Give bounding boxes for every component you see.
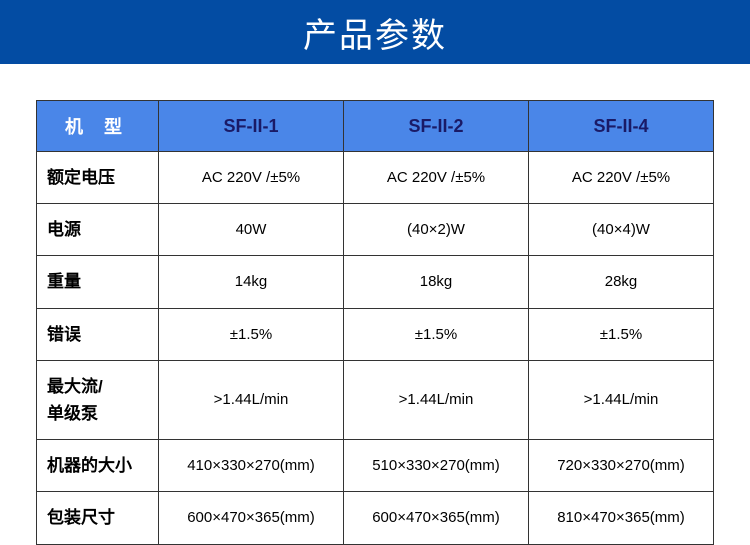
table-row: 包装尺寸 600×470×365(mm) 600×470×365(mm) 810… [37,492,714,544]
table-row: 额定电压 AC 220V /±5% AC 220V /±5% AC 220V /… [37,152,714,204]
row-label: 电源 [37,204,159,256]
row-value: (40×2)W [344,204,529,256]
row-value: 28kg [529,256,714,308]
row-value: ±1.5% [344,308,529,360]
table-header-row: 机 型 SF-II-1 SF-II-2 SF-II-4 [37,101,714,152]
row-label: 错误 [37,308,159,360]
row-value: 510×330×270(mm) [344,440,529,492]
table-row: 错误 ±1.5% ±1.5% ±1.5% [37,308,714,360]
spec-table: 机 型 SF-II-1 SF-II-2 SF-II-4 额定电压 AC 220V… [36,100,714,545]
row-value: 410×330×270(mm) [159,440,344,492]
row-label: 额定电压 [37,152,159,204]
row-value: 720×330×270(mm) [529,440,714,492]
table-body: 额定电压 AC 220V /±5% AC 220V /±5% AC 220V /… [37,152,714,545]
row-value: ±1.5% [529,308,714,360]
row-value: 40W [159,204,344,256]
table-row: 重量 14kg 18kg 28kg [37,256,714,308]
header-col-2: SF-II-2 [344,101,529,152]
row-value: 600×470×365(mm) [344,492,529,544]
row-value: >1.44L/min [529,360,714,439]
row-value: 18kg [344,256,529,308]
row-label: 重量 [37,256,159,308]
row-value: AC 220V /±5% [159,152,344,204]
table-container: 机 型 SF-II-1 SF-II-2 SF-II-4 额定电压 AC 220V… [0,64,750,545]
header-col-3: SF-II-4 [529,101,714,152]
row-value: 600×470×365(mm) [159,492,344,544]
row-value: AC 220V /±5% [529,152,714,204]
table-row: 最大流/单级泵 >1.44L/min >1.44L/min >1.44L/min [37,360,714,439]
table-row: 电源 40W (40×2)W (40×4)W [37,204,714,256]
row-value: AC 220V /±5% [344,152,529,204]
row-value: ±1.5% [159,308,344,360]
page-title: 产品参数 [303,8,447,57]
row-label: 包装尺寸 [37,492,159,544]
row-value: 810×470×365(mm) [529,492,714,544]
row-value: >1.44L/min [159,360,344,439]
row-label: 机器的大小 [37,440,159,492]
table-row: 机器的大小 410×330×270(mm) 510×330×270(mm) 72… [37,440,714,492]
row-label: 最大流/单级泵 [37,360,159,439]
row-value: 14kg [159,256,344,308]
header-label-cell: 机 型 [37,101,159,152]
header-col-1: SF-II-1 [159,101,344,152]
title-bar: 产品参数 [0,0,750,64]
row-value: >1.44L/min [344,360,529,439]
row-value: (40×4)W [529,204,714,256]
